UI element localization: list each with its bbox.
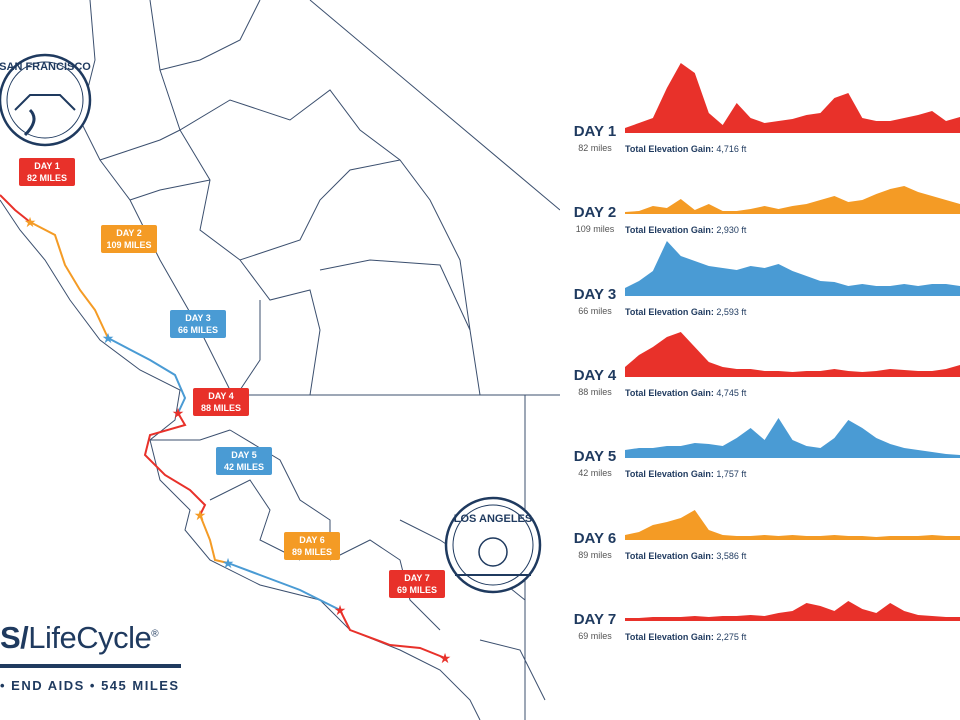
stage-stars: ★ ★ ★ ★ ★ ★ ★ (24, 214, 452, 666)
map-day-name: DAY 5 (231, 450, 257, 460)
day-miles: 42 miles (578, 468, 612, 479)
route-day3 (107, 337, 187, 414)
route-day4 (143, 412, 207, 516)
map-day-label: DAY 7 69 MILES (389, 570, 445, 598)
day-name: DAY 1 (573, 123, 617, 140)
elevation-area (625, 240, 960, 296)
elevation-row-day6: DAY 6 89 miles Total Elevation Gain: 3,5… (560, 509, 960, 600)
elevation-profile (625, 509, 960, 540)
day-miles: 66 miles (578, 305, 612, 316)
sf-badge-text: SAN FRANCISCO (0, 61, 91, 73)
map-day-name: DAY 7 (404, 573, 430, 583)
map-day-miles: 88 MILES (200, 403, 241, 413)
elevation-profile (625, 600, 960, 621)
day-name: DAY 6 (573, 529, 617, 547)
map-day-miles: 42 MILES (223, 462, 264, 472)
elevation-profile (625, 331, 960, 377)
elevation-gain: Total Elevation Gain: 2,593 ft (625, 306, 747, 317)
star-icon: ★ (194, 507, 207, 523)
day-name: DAY 3 (573, 285, 617, 303)
elevation-profile (625, 186, 960, 215)
map-day-miles: 69 MILES (396, 585, 437, 595)
elevation-row-day2: DAY 2 109 miles Total Elevation Gain: 2,… (560, 186, 960, 274)
map-day-name: DAY 2 (116, 228, 142, 238)
route-day2 (29, 221, 109, 339)
map-day-name: DAY 1 (34, 161, 60, 171)
map-day-miles: 89 MILES (291, 547, 332, 557)
map-day-label: DAY 3 66 MILES (170, 310, 226, 338)
elevation-area (625, 331, 960, 377)
route-day6 (227, 562, 341, 611)
elevation-gain: Total Elevation Gain: 4,716 ft (625, 144, 747, 154)
elevation-row-day1: DAY 1 82 miles Total Elevation Gain: 4,7… (560, 63, 960, 193)
california-map: ★ ★ ★ ★ ★ ★ ★ SAN FRANCISCO LOS ANGELES (0, 0, 560, 720)
elevation-row-day4: DAY 4 88 miles Total Elevation Gain: 4,7… (560, 331, 960, 437)
star-icon: ★ (334, 602, 347, 618)
elevation-gain: Total Elevation Gain: 3,586 ft (625, 550, 747, 561)
sf-badge: SAN FRANCISCO (0, 53, 91, 147)
star-icon: ★ (439, 650, 452, 666)
day-name: DAY 2 (573, 204, 617, 222)
day-miles: 88 miles (578, 386, 612, 397)
elevation-area (625, 186, 960, 215)
map-day-name: DAY 6 (299, 535, 325, 545)
map-day-name: DAY 3 (185, 313, 211, 323)
day-miles: 109 miles (575, 224, 615, 235)
route-day1 (0, 194, 31, 223)
elevation-area (625, 63, 960, 133)
day-name: DAY 4 (573, 366, 617, 384)
elevation-row-day5: DAY 5 42 miles Total Elevation Gain: 1,7… (560, 418, 960, 518)
day-miles: 82 miles (578, 143, 612, 153)
day-miles: 69 miles (578, 630, 612, 641)
star-icon: ★ (172, 405, 185, 421)
map-day-label: DAY 4 88 MILES (193, 388, 249, 416)
elevation-gain: Total Elevation Gain: 4,745 ft (625, 387, 747, 398)
elevation-gain: Total Elevation Gain: 1,757 ft (625, 469, 747, 480)
elevation-area (625, 418, 960, 459)
day-name: DAY 5 (573, 448, 617, 466)
lifecycle-logo: S/LifeCycle® (0, 620, 159, 655)
day-miles: 89 miles (578, 549, 612, 560)
elevation-area (625, 509, 960, 540)
logo-underline (0, 664, 181, 668)
elevation-area (625, 600, 960, 621)
elevation-row-day3: DAY 3 66 miles Total Elevation Gain: 2,5… (560, 240, 960, 356)
logo-tagline: • END AIDS • 545 MILES (0, 678, 180, 693)
map-day-label: DAY 2 109 MILES (101, 225, 157, 253)
elevation-profile (625, 63, 960, 133)
route-day5 (199, 514, 229, 564)
map-day-label: DAY 5 42 MILES (216, 447, 272, 475)
map-day-miles: 109 MILES (106, 240, 152, 250)
elevation-gain: Total Elevation Gain: 2,275 ft (625, 631, 747, 642)
map-day-name: DAY 4 (208, 391, 234, 401)
map-day-label: DAY 6 89 MILES (284, 532, 340, 560)
map-day-label: DAY 1 82 MILES (19, 158, 75, 186)
day-name: DAY 7 (573, 610, 617, 628)
elevation-row-day7: DAY 7 69 miles Total Elevation Gain: 2,2… (560, 600, 960, 681)
map-day-miles: 66 MILES (177, 325, 218, 335)
elevation-gain: Total Elevation Gain: 2,930 ft (625, 225, 747, 236)
elevation-profile (625, 418, 960, 459)
map-day-miles: 82 MILES (26, 173, 67, 183)
la-badge-text: LOS ANGELES (454, 513, 532, 525)
star-icon: ★ (222, 555, 235, 571)
star-icon: ★ (24, 214, 37, 230)
star-icon: ★ (102, 330, 115, 346)
elevation-profile (625, 240, 960, 296)
route-day7 (339, 609, 446, 659)
la-badge: LOS ANGELES (444, 496, 542, 594)
